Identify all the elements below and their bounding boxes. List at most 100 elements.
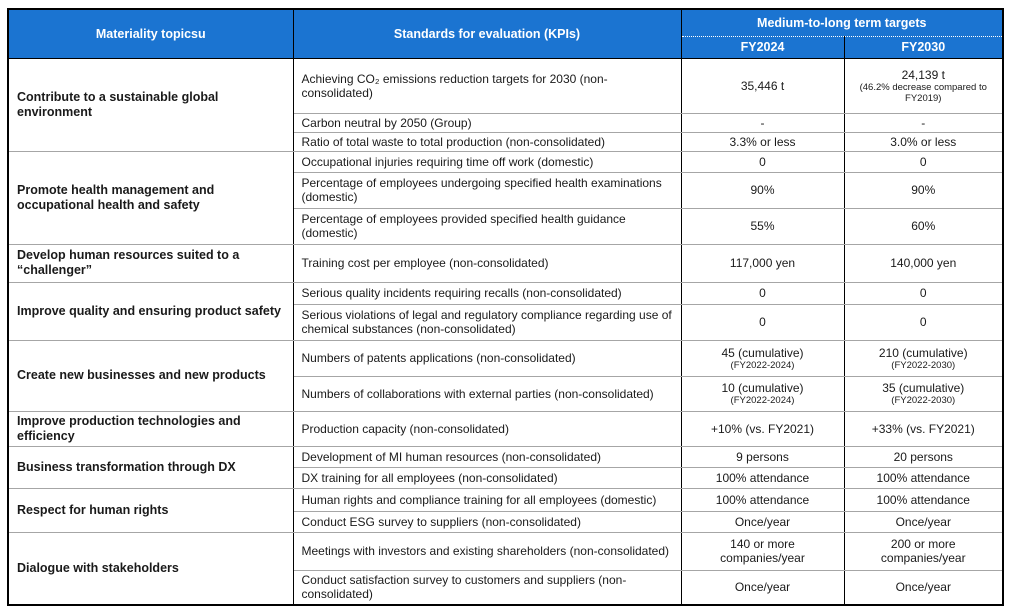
- fy2024-cell-text: 35,446 t: [740, 78, 785, 93]
- fy2030-cell: 100% attendance: [843, 487, 1004, 512]
- fy2030-cell-text: 210 (cumulative): [878, 345, 968, 360]
- fy2030-cell-text: 24,139 t: [901, 67, 945, 82]
- topic-cell: Create new businesses and new products: [7, 339, 294, 412]
- fy2024-cell: 117,000 yen: [680, 243, 845, 283]
- table-body: Contribute to a sustainable global envir…: [7, 57, 1004, 606]
- materiality-table: Materiality topicsu Standards for evalua…: [7, 8, 1005, 606]
- fy2024-cell-text: 117,000 yen: [729, 256, 796, 270]
- kpi-cell: Numbers of collaborations with external …: [292, 375, 682, 412]
- header-targets: Medium-to-long term targets: [680, 8, 1004, 37]
- table-row: Dialogue with stakeholders Meetings with …: [7, 531, 1004, 606]
- topic-cell: Dialogue with stakeholders: [7, 531, 294, 606]
- fy2024-cell: 0: [680, 281, 845, 305]
- table-row: Serious violations of legal and regulato…: [8, 303, 1004, 341]
- fy2030-cell-text: +33% (vs. FY2021): [871, 421, 975, 436]
- kpi-cell: Human rights and compliance training for…: [292, 487, 682, 512]
- fy2030-cell: 3.0% or less: [843, 131, 1004, 152]
- fy2030-cell: 0: [843, 303, 1004, 341]
- header-kpis: Standards for evaluation (KPIs): [292, 8, 682, 59]
- header-row-1: Materiality topicsu Standards for evalua…: [7, 8, 1004, 59]
- table-row: Improve quality and ensuring product saf…: [7, 281, 1004, 341]
- table-row: Business transformation through DX Develo…: [7, 445, 1004, 489]
- fy2030-cell-text: 20 persons: [893, 449, 953, 464]
- header-fy2030: FY2030: [843, 35, 1004, 59]
- fy2030-cell-text: Once/year: [895, 514, 951, 529]
- fy2030-cell-text: 0: [919, 315, 927, 329]
- fy2030-cell-text: 90%: [911, 183, 936, 197]
- fy2024-cell: -: [680, 112, 845, 133]
- fy2024-cell-note: (FY2022-2024): [730, 395, 795, 406]
- kpi-cell: Training cost per employee (non-consolid…: [292, 243, 682, 283]
- fy2024-cell: 100% attendance: [680, 487, 845, 512]
- fy2024-cell-text: 3.3% or less: [729, 134, 796, 149]
- fy2030-cell-note: (FY2022-2030): [891, 395, 956, 406]
- fy2030-cell: 90%: [843, 171, 1004, 209]
- table-row: Improve production technologies and effi…: [7, 410, 1004, 447]
- kpi-cell: Meetings with investors and existing sha…: [292, 531, 682, 571]
- header-row-2: FY2024 FY2030: [8, 35, 1004, 59]
- kpi-cell: Ratio of total waste to total production…: [292, 131, 682, 152]
- fy2030-cell-note: (FY2022-2030): [891, 359, 956, 371]
- fy2024-cell-text: 100% attendance: [715, 470, 810, 485]
- kpi-cell: Achieving CO₂ emissions reduction target…: [292, 57, 682, 114]
- table-row: Contribute to a sustainable global envir…: [7, 57, 1004, 152]
- fy2024-cell: 9 persons: [680, 445, 845, 468]
- fy2024-cell-text: 10 (cumulative): [721, 381, 804, 395]
- topic-cell: Business transformation through DX: [7, 445, 294, 489]
- fy2030-cell: 0: [843, 281, 1004, 305]
- fy2030-cell: 24,139 t (46.2% decrease compared to FY20…: [843, 57, 1004, 114]
- fy2024-cell: 0: [680, 303, 845, 341]
- fy2030-cell: 210 (cumulative) (FY2022-2030): [843, 339, 1004, 377]
- fy2030-cell: Once/year: [843, 510, 1004, 533]
- fy2024-cell-text: 0: [759, 154, 766, 169]
- fy2030-cell-text: 3.0% or less: [890, 134, 957, 149]
- fy2030-cell: 140,000 yen: [843, 243, 1004, 283]
- fy2024-cell: 35,446 t: [680, 57, 845, 114]
- table-row: Develop human resources suited to a “cha…: [7, 243, 1004, 283]
- topic-cell: Improve production technologies and effi…: [7, 410, 294, 447]
- fy2030-cell: -: [843, 112, 1004, 133]
- fy2030-cell-text: 35 (cumulative): [882, 381, 965, 395]
- kpi-cell: Conduct ESG survey to suppliers (non-con…: [292, 510, 682, 533]
- page: Materiality topicsu Standards for evalua…: [0, 8, 1010, 608]
- fy2030-cell-text: 200 or more companies/year: [880, 537, 966, 565]
- fy2024-cell: 140 or more companies/year: [680, 531, 845, 571]
- fy2024-cell-text: Once/year: [734, 514, 791, 529]
- topic-cell: Respect for human rights: [7, 487, 294, 533]
- table-row: Promote health management and occupation…: [7, 150, 1004, 245]
- fy2024-cell-text: +10% (vs. FY2021): [710, 421, 815, 436]
- fy2024-cell-text: 140 or more companies/year: [720, 537, 805, 565]
- topic-cell: Contribute to a sustainable global envir…: [7, 57, 294, 152]
- table-row: Ratio of total waste to total production…: [8, 131, 1004, 152]
- fy2030-cell: 0: [843, 150, 1004, 173]
- fy2024-cell-text: 100% attendance: [715, 492, 810, 507]
- fy2024-cell: 45 (cumulative) (FY2022-2024): [680, 339, 845, 377]
- table-row: Numbers of collaborations with external …: [8, 375, 1004, 412]
- fy2024-cell: +10% (vs. FY2021): [680, 410, 845, 447]
- fy2030-cell: 20 persons: [843, 445, 1004, 468]
- header-fy2024: FY2024: [680, 35, 845, 59]
- fy2030-cell: 60%: [843, 207, 1004, 245]
- kpi-cell: Development of MI human resources (non-c…: [292, 445, 682, 468]
- kpi-cell: Percentage of employees undergoing speci…: [292, 171, 682, 209]
- fy2030-cell-note: (46.2% decrease compared to FY2019): [859, 81, 987, 104]
- fy2024-cell-text: 0: [759, 315, 766, 329]
- fy2030-cell: 100% attendance: [843, 466, 1004, 489]
- fy2030-cell-text: 0: [919, 154, 927, 169]
- kpi-cell: Occupational injuries requiring time off…: [292, 150, 682, 173]
- fy2024-cell: 10 (cumulative) (FY2022-2024): [680, 375, 845, 412]
- fy2030-cell-text: Once/year: [895, 580, 951, 595]
- kpi-cell: Production capacity (non-consolidated): [292, 410, 682, 447]
- fy2024-cell-text: 45 (cumulative): [721, 345, 804, 360]
- fy2030-cell-text: 100% attendance: [876, 492, 970, 507]
- table-row: Respect for human rights Human rights and…: [7, 487, 1004, 533]
- fy2030-cell: 200 or more companies/year: [843, 531, 1004, 571]
- fy2024-cell: 90%: [680, 171, 845, 209]
- topic-cell: Develop human resources suited to a “cha…: [7, 243, 294, 283]
- fy2024-cell-text: -: [760, 115, 765, 130]
- fy2024-cell-text: Once/year: [734, 580, 791, 595]
- kpi-cell: Serious quality incidents requiring reca…: [292, 281, 682, 305]
- table-row: Create new businesses and new products Nu…: [7, 339, 1004, 412]
- fy2024-cell: 100% attendance: [680, 466, 845, 489]
- fy2030-cell: 35 (cumulative) (FY2022-2030): [843, 375, 1004, 412]
